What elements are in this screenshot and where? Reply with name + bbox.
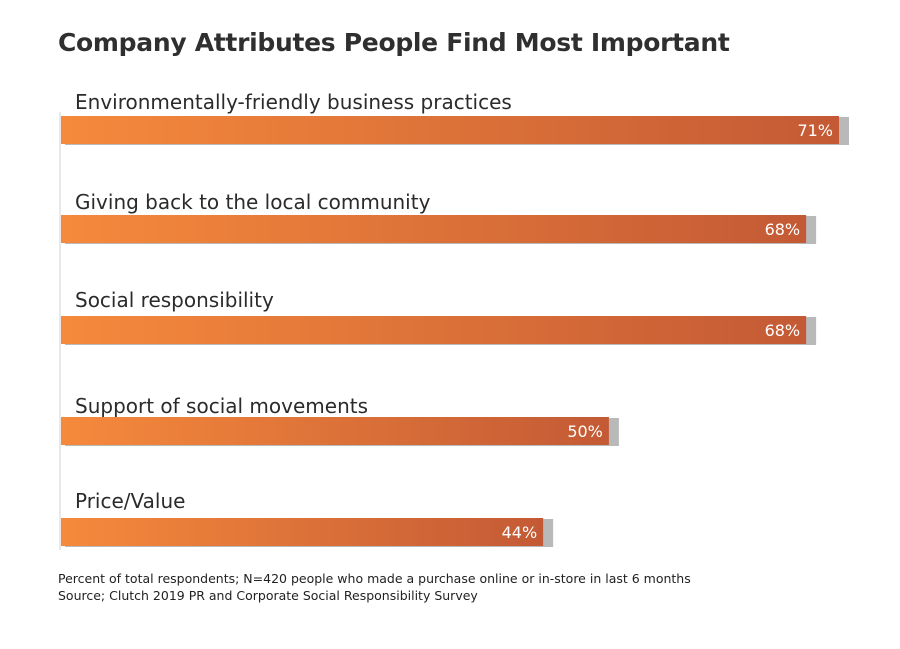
category-label: Support of social movements [75,394,368,418]
footnote-respondents: Percent of total respondents; N=420 peop… [58,571,691,586]
bar [61,518,544,546]
bar-value-label: 44% [502,523,538,542]
footnote-source: Source; Clutch 2019 PR and Corporate Soc… [58,588,478,603]
bar [61,215,807,243]
bar-value-label: 68% [765,321,801,340]
chart-title: Company Attributes People Find Most Impo… [58,28,730,57]
bar-value-label: 50% [567,422,603,441]
category-label: Social responsibility [75,288,274,312]
bar [61,417,609,445]
category-label: Price/Value [75,489,185,513]
footnote: Percent of total respondents; N=420 peop… [58,570,691,604]
category-label: Environmentally-friendly business practi… [75,90,512,114]
category-label: Giving back to the local community [75,190,431,214]
bar [61,316,807,344]
bar [61,116,839,144]
bar-value-label: 71% [797,121,833,140]
bar-value-label: 68% [765,220,801,239]
